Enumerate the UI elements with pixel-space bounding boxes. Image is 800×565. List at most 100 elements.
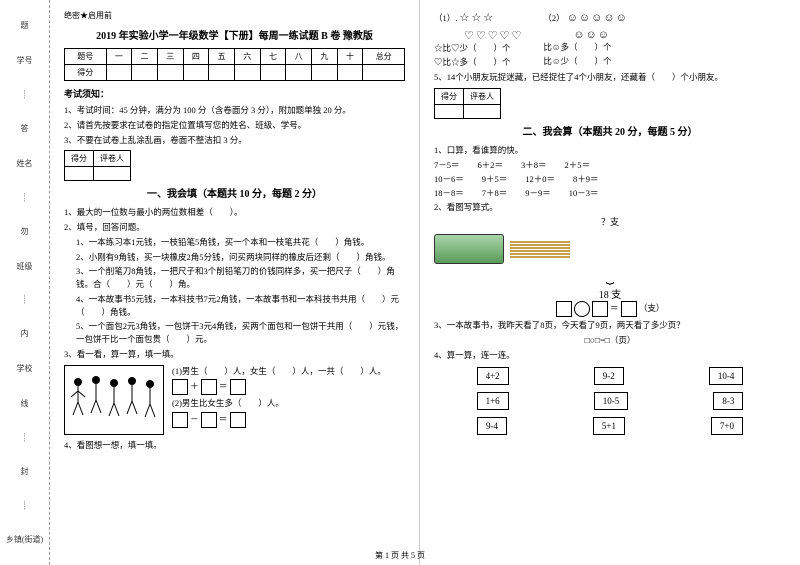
hearts-icon: ♡♡♡♡♡ bbox=[464, 29, 523, 42]
eqh: 8＋9＝ bbox=[573, 173, 599, 185]
cd: 1+6 bbox=[477, 392, 509, 410]
eqg: 12＋0＝ bbox=[525, 173, 555, 185]
left-column: 绝密★启用前 2019 年实验小学一年级数学【下册】每周一练试题 B 卷 豫教版… bbox=[50, 0, 420, 565]
h9: 九 bbox=[312, 49, 338, 65]
eq-minus: － ＝ bbox=[172, 412, 386, 428]
label-wu: 勿 bbox=[21, 226, 29, 237]
dash: ┊ bbox=[22, 295, 27, 304]
secret-label: 绝密★启用前 bbox=[64, 10, 405, 21]
h11: 总分 bbox=[363, 49, 405, 65]
score-entry-box-2: 得分评卷人 bbox=[434, 88, 501, 119]
q2: 2、填号，回答问题。 bbox=[64, 221, 405, 234]
zhi-18: 18 支 bbox=[434, 286, 786, 301]
sb2: 评卷人 bbox=[94, 151, 131, 167]
sb2b: 评卷人 bbox=[464, 88, 501, 104]
h3: 三 bbox=[157, 49, 183, 65]
cmp4: 比☺少（ ）个 bbox=[543, 55, 628, 68]
stars-icon: ☆☆☆ bbox=[460, 12, 496, 24]
exam-title: 2019 年实验小学一年级数学【下册】每周一练试题 B 卷 豫教版 bbox=[64, 27, 405, 42]
q3: 3、看一看，算一算，填一填。 bbox=[64, 348, 405, 361]
score-table: 题号 一 二 三 四 五 六 七 八 九 十 总分 得分 bbox=[64, 48, 405, 81]
c1: 1、口算，看谁算的快。 bbox=[434, 144, 786, 157]
r2-label: （2） bbox=[543, 13, 564, 23]
c4: 4、算一算，连一连。 bbox=[434, 349, 786, 362]
q3b: (2)男生比女生多（ ）人。 bbox=[172, 397, 386, 410]
brace-icon: ⏟ bbox=[434, 270, 786, 286]
children-icon bbox=[66, 367, 162, 433]
q3a: (1)男生（ ）人，女生（ ）人，一共（ ）人。 bbox=[172, 365, 386, 378]
c2: 2、看图写算式。 bbox=[434, 201, 786, 214]
label-xingming: 姓名 bbox=[17, 158, 33, 169]
q1: 1、最大的一位数与最小的两位数相差（ ）。 bbox=[64, 206, 405, 219]
label-xuexiao: 学校 bbox=[17, 363, 33, 374]
label-ti: 题 bbox=[21, 20, 29, 31]
ca: 4+2 bbox=[477, 367, 509, 385]
eqc: 3＋8＝ bbox=[521, 159, 547, 171]
label-feng: 封 bbox=[21, 466, 29, 477]
q2-2: 2、小刚有9角钱，买一块橡皮2角5分钱，问买两块同样的橡皮后还剩（ ）角钱。 bbox=[76, 251, 405, 264]
c3-eq: □○□=□（页） bbox=[434, 334, 786, 347]
section-1: 一、我会填（本题共 10 分，每题 2 分） bbox=[64, 185, 405, 200]
q2-4: 4、一本故事书5元钱，一本科技书7元2角钱，一本故事书和一本科技书共用（ ）元（… bbox=[76, 293, 405, 319]
eqb: 6＋2＝ bbox=[478, 159, 504, 171]
label-xuehao: 学号 bbox=[17, 55, 33, 66]
cg: 9-4 bbox=[477, 417, 507, 435]
eql: 10－3＝ bbox=[569, 187, 599, 199]
cmp1: ☆比♡少（ ）个 bbox=[434, 42, 523, 55]
r1-label: （1）. bbox=[434, 13, 457, 23]
h0: 题号 bbox=[65, 49, 107, 65]
h6: 六 bbox=[234, 49, 260, 65]
children-figure bbox=[64, 365, 164, 435]
dash: ┊ bbox=[22, 193, 27, 202]
eqk: 9－9＝ bbox=[525, 187, 551, 199]
eq-plus: ＋ ＝ bbox=[172, 379, 386, 395]
q2-5: 5、一个面包2元3角钱，一包饼干3元4角钱，买两个面包和一包饼干共用（ ）元钱，… bbox=[76, 320, 405, 346]
ci: 7+0 bbox=[711, 417, 743, 435]
eqj: 7＋8＝ bbox=[482, 187, 508, 199]
dash: ┊ bbox=[22, 501, 27, 510]
right-column: （1）. ☆☆☆ ♡♡♡♡♡ ☆比♡少（ ）个 ♡比☆多（ ）个 （2） ☺☺☺… bbox=[420, 0, 800, 565]
h5: 五 bbox=[209, 49, 235, 65]
score-entry-box: 得分评卷人 bbox=[64, 150, 131, 181]
cmp3: ♡比☆多（ ）个 bbox=[434, 56, 523, 69]
ch: 5+1 bbox=[593, 417, 625, 435]
cb: 9-2 bbox=[594, 367, 624, 385]
h8: 八 bbox=[286, 49, 312, 65]
score-row-label: 得分 bbox=[65, 65, 107, 81]
section-2: 二、我会算（本题共 20 分，每题 5 分） bbox=[434, 123, 786, 138]
h1: 一 bbox=[106, 49, 132, 65]
c3: 3、一本故事书，我昨天看了8页，今天看了9页，两天看了多少页？ bbox=[434, 319, 786, 332]
q2-3: 3、一个削笔刀8角钱，一把尺子和3个削铅笔刀的价钱同样多，买一把尺子（ ）角钱。… bbox=[76, 265, 405, 291]
dash: ┊ bbox=[22, 433, 27, 442]
q5: 5、14个小朋友玩捉迷藏，已经捉住了4个小朋友，还藏着（ ）个小朋友。 bbox=[434, 71, 786, 84]
cc: 10-4 bbox=[709, 367, 744, 385]
h4: 四 bbox=[183, 49, 209, 65]
ce: 10-5 bbox=[594, 392, 629, 410]
eqi: 18－8＝ bbox=[434, 187, 464, 199]
eqa: 7－5＝ bbox=[434, 159, 460, 171]
label-banji: 班级 bbox=[17, 261, 33, 272]
sb1b: 得分 bbox=[435, 88, 464, 104]
notice-1: 1、考试时间：45 分钟，满分为 100 分（含卷面分 3 分），附加题单独 2… bbox=[64, 104, 405, 117]
pencil-figure bbox=[434, 234, 786, 264]
label-da: 答 bbox=[21, 123, 29, 134]
eqd: 2＋5＝ bbox=[565, 159, 591, 171]
notice-3: 3、不要在试卷上乱涂乱画，卷面不整洁扣 3 分。 bbox=[64, 134, 405, 147]
q4: 4、看图想一想，填一填。 bbox=[64, 439, 405, 452]
sb1: 得分 bbox=[65, 151, 94, 167]
label-xian: 线 bbox=[21, 398, 29, 409]
faces-top-icon: ☺☺☺☺☺ bbox=[567, 12, 628, 24]
notice-heading: 考试须知： bbox=[64, 87, 405, 100]
pencils-icon bbox=[510, 241, 570, 258]
binding-margin: 题 学号 ┊ 答 姓名 ┊ 勿 班级 ┊ 内 学校 线 ┊ 封 ┊ 乡镇(街道) bbox=[0, 0, 50, 565]
notice-2: 2、请首先按要求在试卷的指定位置填写您的姓名、班级、学号。 bbox=[64, 119, 405, 132]
eqf: 9＋5＝ bbox=[482, 173, 508, 185]
zhi-q: ？支 bbox=[434, 215, 786, 228]
pencil-case-icon bbox=[434, 234, 504, 264]
cmp2: 比☺多（ ）个 bbox=[543, 41, 628, 54]
page-footer: 第 1 页 共 5 页 bbox=[0, 550, 800, 561]
h7: 七 bbox=[260, 49, 286, 65]
cf: 8-3 bbox=[713, 392, 743, 410]
q2-1: 1、一本练习本1元钱，一枝铅笔5角钱，买一个本和一枝笔共花（ ）角钱。 bbox=[76, 236, 405, 249]
dash: ┊ bbox=[22, 90, 27, 99]
